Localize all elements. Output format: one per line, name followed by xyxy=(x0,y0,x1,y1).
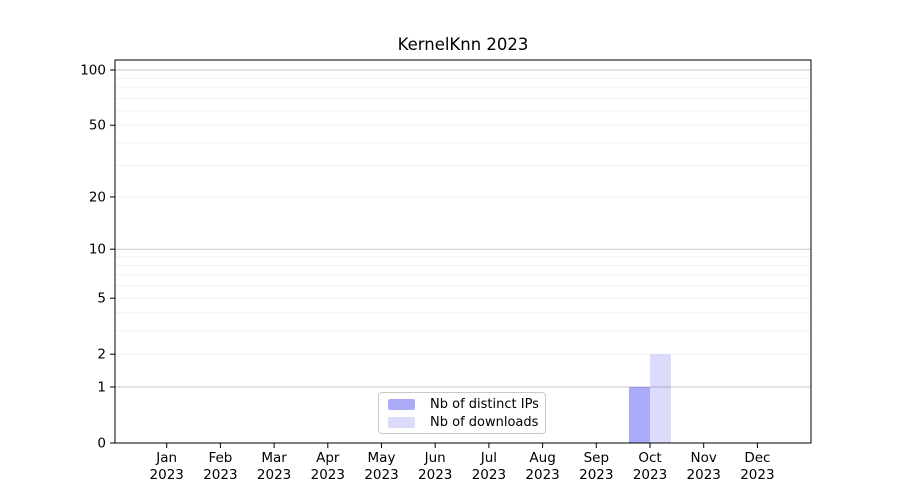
legend-label-distinct-ips: Nb of distinct IPs xyxy=(430,396,539,412)
x-tick-label-jul: Jul 2023 xyxy=(472,450,506,483)
legend-label-downloads: Nb of downloads xyxy=(430,414,539,430)
plot-border xyxy=(114,59,812,444)
x-tick-label-nov: Nov 2023 xyxy=(687,450,721,483)
legend-item-distinct-ips: Nb of distinct IPs xyxy=(388,397,545,412)
x-tick-label-aug: Aug 2023 xyxy=(525,450,559,483)
y-tick-label: 1 xyxy=(97,379,106,395)
y-tick-label: 2 xyxy=(97,347,106,363)
x-tick-label-jun: Jun 2023 xyxy=(418,450,452,483)
x-tick-label-may: May 2023 xyxy=(364,450,398,483)
y-tick-label: 0 xyxy=(97,436,106,452)
x-tick-label-sep: Sep 2023 xyxy=(579,450,613,483)
x-tick-label-apr: Apr 2023 xyxy=(311,450,345,483)
y-tick-label: 100 xyxy=(80,63,106,79)
chart-title: KernelKnn 2023 xyxy=(397,35,529,54)
y-tick-label: 20 xyxy=(89,189,106,205)
y-tick-label: 50 xyxy=(89,118,106,134)
legend-swatch-downloads xyxy=(388,416,415,428)
bar-nb-of-distinct-ips-oct xyxy=(629,386,650,443)
x-tick-label-feb: Feb 2023 xyxy=(203,450,237,483)
y-tick-label: 5 xyxy=(97,291,106,307)
x-tick-label-oct: Oct 2023 xyxy=(633,450,667,483)
legend-item-downloads: Nb of downloads xyxy=(388,415,545,430)
bar-nb-of-downloads-oct xyxy=(650,354,671,443)
legend-swatch-distinct-ips xyxy=(388,398,415,410)
y-tick-label: 10 xyxy=(89,242,106,258)
x-tick-label-mar: Mar 2023 xyxy=(257,450,291,483)
x-tick-label-dec: Dec 2023 xyxy=(740,450,774,483)
x-tick-label-jan: Jan 2023 xyxy=(150,450,184,483)
legend: Nb of distinct IPs Nb of downloads xyxy=(378,392,546,434)
